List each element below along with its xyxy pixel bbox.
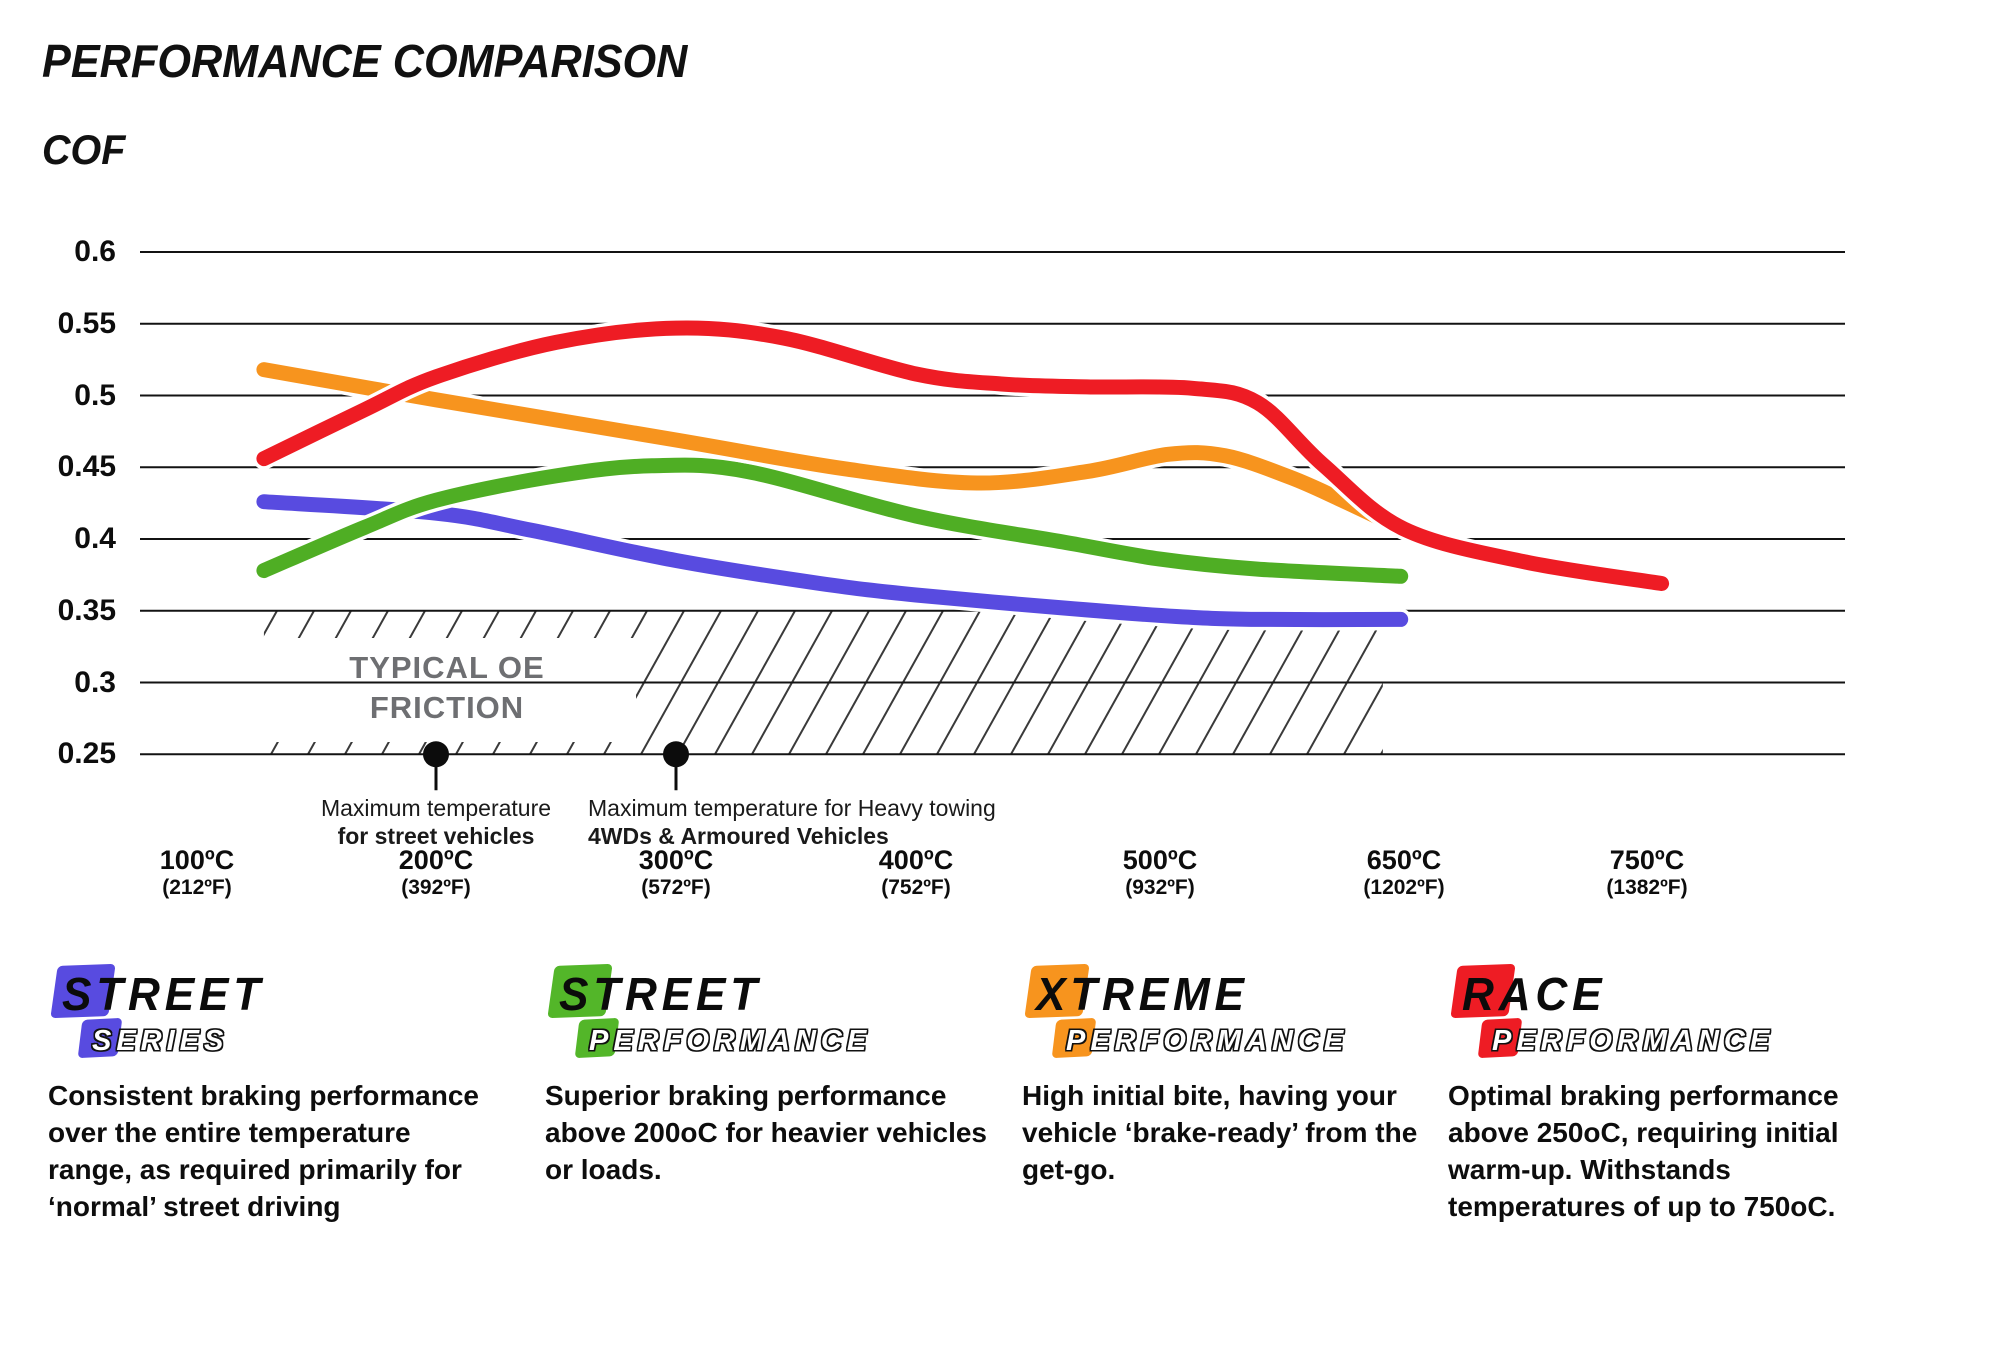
x-tick-fahrenheit: (392ºF): [401, 876, 471, 899]
x-tick-celsius: 750ºC: [1609, 845, 1685, 875]
x-tick-fahrenheit: (572ºF): [641, 876, 711, 899]
logo-word-main: STREET: [559, 968, 763, 1020]
x-tick-celsius: 500ºC: [1122, 845, 1198, 875]
legend-race-performance: RACE PERFORMANCE Optimal braking perform…: [1448, 963, 1900, 1225]
x-tick-label: 200ºC (392ºF): [326, 845, 546, 901]
logo-word-main: STREET: [62, 968, 266, 1020]
legend-description: Optimal braking performance above 250oC,…: [1448, 1080, 1839, 1222]
annotation-line: Maximum temperature for Heavy towing: [588, 795, 996, 821]
x-tick-label: 500ºC (932ºF): [1050, 845, 1270, 901]
y-tick-label: 0.55: [57, 306, 116, 340]
street-performance-logo: STREET PERFORMANCE: [545, 963, 997, 1063]
y-tick-label: 0.5: [74, 378, 116, 412]
x-tick-label: 750ºC (1382ºF): [1537, 845, 1757, 901]
x-tick-fahrenheit: (1202ºF): [1363, 876, 1445, 899]
oe-friction-label: TYPICAL OE FRICTION: [260, 648, 634, 728]
logo-word-sub: SERIES: [92, 1025, 229, 1057]
legend-xtreme-performance: XTREME PERFORMANCE High initial bite, ha…: [1022, 963, 1474, 1188]
legend-street-performance: STREET PERFORMANCE Superior braking perf…: [545, 963, 997, 1188]
y-axis-title: COF: [42, 126, 126, 173]
oe-friction-line2: FRICTION: [369, 690, 525, 725]
x-tick-label: 100ºC (212ºF): [87, 845, 307, 901]
x-tick-celsius: 200ºC: [398, 845, 474, 875]
x-tick-fahrenheit: (1382ºF): [1606, 876, 1688, 899]
x-tick-label: 300ºC (572ºF): [566, 845, 786, 901]
annotation-street-max-temp: Maximum temperature for street vehicles: [216, 794, 656, 850]
annotation-towing-max-temp: Maximum temperature for Heavy towing 4WD…: [588, 794, 1108, 850]
xtreme-performance-logo: XTREME PERFORMANCE: [1022, 963, 1474, 1063]
x-tick-celsius: 100ºC: [159, 845, 235, 875]
y-tick-label: 0.35: [57, 593, 116, 627]
y-tick-label: 0.6: [74, 235, 116, 268]
y-tick-label: 0.4: [74, 522, 116, 555]
legend-description: High initial bite, having your vehicle ‘…: [1022, 1080, 1418, 1185]
legend-description: Superior braking performance above 200oC…: [545, 1080, 987, 1185]
logo-word-sub: PERFORMANCE: [589, 1025, 872, 1057]
x-tick-label: 650ºC (1202ºF): [1294, 845, 1514, 901]
logo-word-sub: PERFORMANCE: [1492, 1025, 1775, 1057]
race-performance-logo: RACE PERFORMANCE: [1448, 963, 1900, 1063]
oe-friction-line1: TYPICAL OE: [349, 650, 545, 685]
logo-word-main: RACE: [1462, 968, 1607, 1020]
y-tick-label: 0.3: [74, 665, 116, 699]
x-tick-fahrenheit: (212ºF): [162, 876, 232, 899]
x-tick-celsius: 300ºC: [638, 845, 714, 875]
x-tick-label: 400ºC (752ºF): [806, 845, 1026, 901]
page-title: PERFORMANCE COMPARISON: [42, 35, 688, 87]
annotation-line: for street vehicles: [337, 823, 535, 849]
x-tick-fahrenheit: (932ºF): [1125, 876, 1195, 899]
x-tick-celsius: 650ºC: [1366, 845, 1442, 875]
logo-word-sub: PERFORMANCE: [1066, 1025, 1349, 1057]
x-tick-celsius: 400ºC: [878, 845, 954, 875]
y-tick-label: 0.45: [57, 450, 116, 484]
y-tick-label: 0.25: [57, 737, 116, 771]
annotation-line: 4WDs & Armoured Vehicles: [588, 823, 889, 849]
annotation-line: Maximum temperature: [320, 795, 552, 821]
street-series-logo: STREET SERIES: [48, 963, 500, 1063]
legend-street-series: STREET SERIES Consistent braking perform…: [48, 963, 500, 1225]
x-tick-fahrenheit: (752ºF): [881, 876, 951, 899]
logo-word-main: XTREME: [1036, 968, 1249, 1020]
legend-description: Consistent braking performance over the …: [48, 1080, 479, 1222]
